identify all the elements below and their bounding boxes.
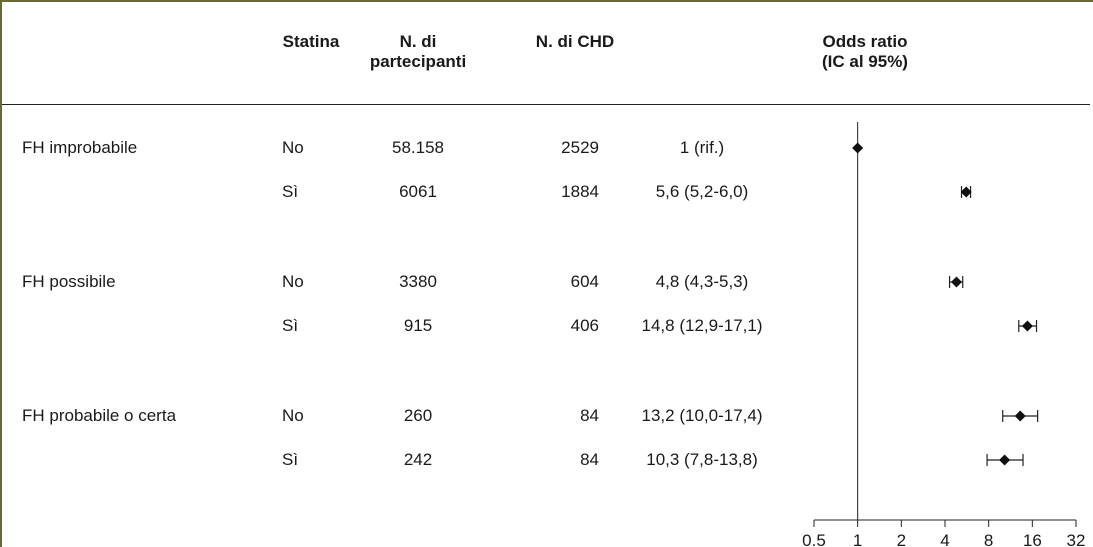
chd-cell: 84 xyxy=(580,450,599,469)
x-tick-label: 4 xyxy=(940,531,949,547)
header-statin: Statina xyxy=(282,32,340,51)
group-label: FH improbabile xyxy=(22,138,138,157)
participants-cell: 915 xyxy=(403,316,433,335)
header-participants: N. di partecipanti xyxy=(358,32,478,72)
chd-cell: 84 xyxy=(580,406,599,425)
statin-cell: No xyxy=(282,272,304,291)
statin-cell: No xyxy=(282,138,304,157)
x-tick-label: 16 xyxy=(1023,531,1042,547)
participants-cell: 242 xyxy=(403,450,433,469)
or-cell: 1 (rif.) xyxy=(679,138,725,157)
header-participants-line1: N. di xyxy=(399,32,437,51)
participants-cell: 260 xyxy=(403,406,433,425)
x-tick-label: 8 xyxy=(984,531,993,547)
header-participants-line2: partecipanti xyxy=(369,52,467,71)
or-cell: 13,2 (10,0-17,4) xyxy=(641,406,763,425)
or-point xyxy=(999,454,1011,466)
chd-cell: 604 xyxy=(570,272,599,291)
chd-cell: 2529 xyxy=(561,138,599,157)
group-label: FH possibile xyxy=(22,272,116,291)
header-rule xyxy=(2,104,1090,105)
or-point xyxy=(960,186,972,198)
statin-cell: Sì xyxy=(282,316,299,335)
or-cell: 14,8 (12,9-17,1) xyxy=(641,316,763,335)
or-point xyxy=(852,142,864,154)
header-or-line2: (IC al 95%) xyxy=(822,52,908,71)
or-point xyxy=(950,276,962,288)
x-tick-label: 2 xyxy=(897,531,906,547)
or-cell: 4,8 (4,3-5,3) xyxy=(655,272,749,291)
statin-cell: Sì xyxy=(282,450,299,469)
participants-cell: 3380 xyxy=(399,272,437,291)
participants-cell: 6061 xyxy=(399,182,437,201)
x-tick-label: 32 xyxy=(1067,531,1086,547)
chd-cell: 1884 xyxy=(561,182,599,201)
statin-cell: Sì xyxy=(282,182,299,201)
x-tick-label: 0.5 xyxy=(802,531,826,547)
or-point xyxy=(1021,320,1033,332)
statin-cell: No xyxy=(282,406,304,425)
or-cell: 10,3 (7,8-13,8) xyxy=(646,450,758,469)
header-or-line1: Odds ratio xyxy=(822,32,908,51)
chd-cell: 406 xyxy=(570,316,599,335)
group-label: FH probabile o certa xyxy=(22,406,177,425)
or-cell: 5,6 (5,2-6,0) xyxy=(655,182,749,201)
header-odds-ratio: Odds ratio (IC al 95%) xyxy=(790,32,940,72)
header-chd: N. di CHD xyxy=(535,32,615,51)
x-tick-label: 1 xyxy=(853,531,862,547)
participants-cell: 58.158 xyxy=(392,138,444,157)
or-point xyxy=(1014,410,1026,422)
